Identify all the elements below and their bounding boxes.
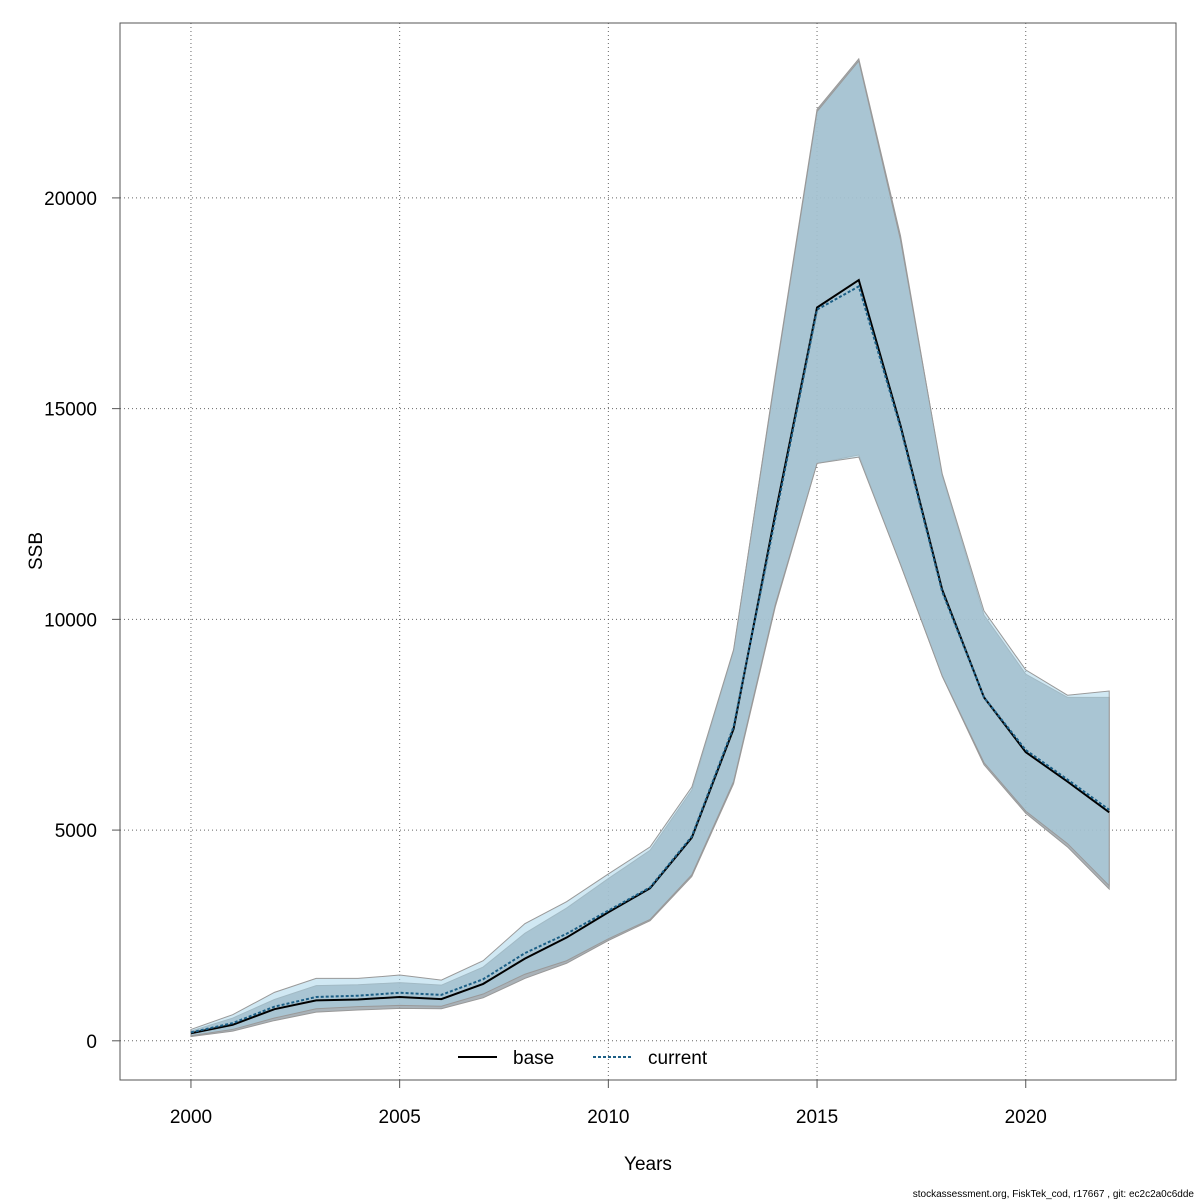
y-tick-label-0: 0 bbox=[86, 1032, 97, 1053]
y-axis: 0 5000 10000 15000 20000 bbox=[44, 189, 121, 1053]
legend-label-base: base bbox=[513, 1048, 554, 1069]
legend: base current bbox=[458, 1048, 708, 1069]
y-tick-label-15000: 15000 bbox=[44, 400, 97, 421]
y-tick-label-10000: 10000 bbox=[44, 610, 97, 631]
band-current bbox=[190, 59, 1110, 1037]
x-tick-label-2000: 2000 bbox=[170, 1107, 212, 1128]
x-axis: 2000 2005 2010 2015 2020 bbox=[170, 1079, 1047, 1128]
legend-label-current: current bbox=[648, 1048, 708, 1069]
y-tick-label-20000: 20000 bbox=[44, 189, 97, 210]
x-tick-label-2010: 2010 bbox=[587, 1107, 629, 1128]
x-tick-label-2020: 2020 bbox=[1005, 1107, 1047, 1128]
series-lines bbox=[190, 278, 1110, 1035]
x-tick-label-2005: 2005 bbox=[379, 1107, 421, 1128]
confidence-bands bbox=[190, 57, 1110, 1038]
y-tick-label-5000: 5000 bbox=[55, 821, 97, 842]
footer-credit: stockassessment.org, FiskTek_cod, r17667… bbox=[913, 1189, 1195, 1200]
y-axis-title: SSB bbox=[26, 532, 47, 570]
x-tick-label-2015: 2015 bbox=[796, 1107, 838, 1128]
series-line-current bbox=[190, 284, 1110, 1034]
x-axis-title: Years bbox=[624, 1154, 672, 1175]
